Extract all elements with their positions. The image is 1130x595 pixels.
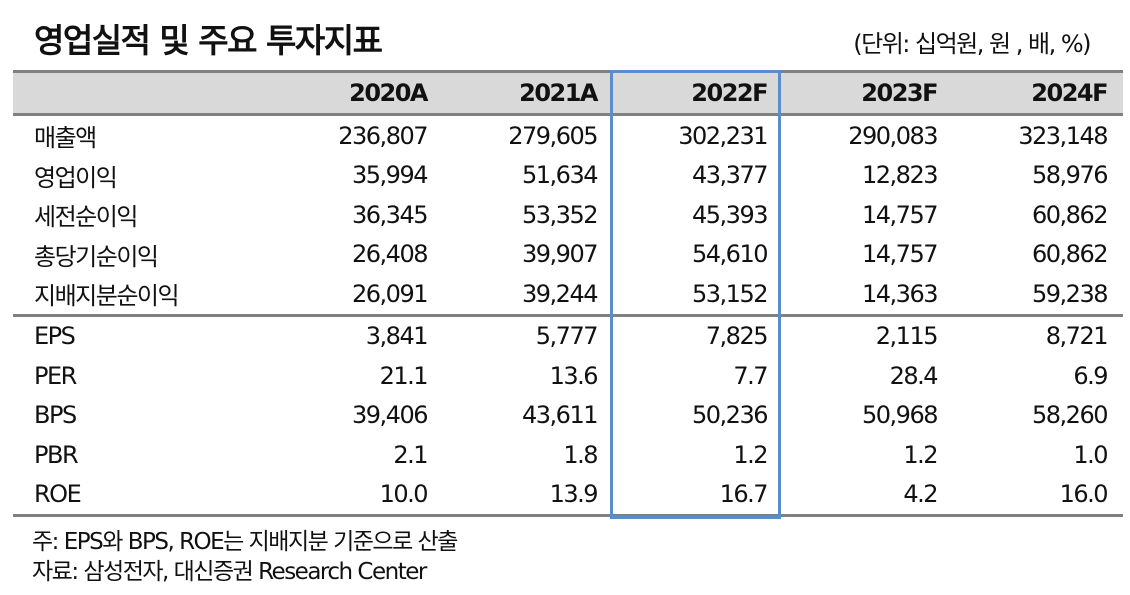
cell: 26,408 [352,240,428,269]
cell: 39,907 [522,240,598,269]
cell: 50,968 [862,401,938,430]
footnote-note: 주: EPS와 BPS, ROE는 지배지분 기준으로 산출 [32,529,458,555]
cell: 3,841 [273,313,443,356]
cell: 5,777 [443,313,613,356]
cell: 16.7 [613,474,783,517]
cell: 53,152 [692,279,768,308]
row-label: BPS [34,401,77,430]
cell: 1.0 [1073,440,1108,469]
cell: 35,994 [352,161,428,190]
cell: 51,634 [522,161,598,190]
cell: 13.6 [549,361,599,390]
column-header-2022F: 2022F [613,70,783,116]
cell: 14,757 [862,200,938,229]
cell: 12,823 [862,161,938,190]
table-row: PER 21.1 13.6 7.7 28.4 6.9 [13,356,1123,396]
cell: 28.4 [889,361,939,390]
row-label: 세전순이익 [34,203,138,232]
column-header-2020A: 2020A [273,70,443,116]
footnotes: 주: EPS와 BPS, ROE는 지배지분 기준으로 산출 자료: 삼성전자,… [32,527,458,587]
table-row: 세전순이익 36,345 53,352 45,393 14,757 60,862 [13,195,1123,235]
table-header-row: 2020A 2021A 2022F 2023F 2024F [13,70,1123,116]
cell: 10.0 [273,474,443,517]
row-label: PBR [34,440,79,469]
cell: 54,610 [692,240,768,269]
cell: 236,807 [338,121,428,150]
cell: 45,393 [692,200,768,229]
cell: 43,611 [522,401,598,430]
cell: 58,976 [1032,161,1108,190]
row-label: PER [34,361,77,390]
table-row: ROE 10.0 13.9 16.7 4.2 16.0 [13,474,1123,517]
row-label: ROE [13,474,273,517]
cell: 50,236 [692,401,768,430]
cell: 2.1 [393,440,428,469]
cell: 1.2 [733,440,768,469]
row-label: EPS [13,313,273,356]
table-row: 지배지분순이익 26,091 39,244 53,152 14,363 59,2… [13,274,1123,315]
cell: 60,862 [1032,200,1108,229]
cell: 53,352 [522,200,598,229]
row-label: 지배지분순이익 [34,282,180,311]
table-row: PBR 2.1 1.8 1.2 1.2 1.0 [13,435,1123,475]
table-row: BPS 39,406 43,611 50,236 50,968 58,260 [13,396,1123,436]
table-row: EPS 3,841 5,777 7,825 2,115 8,721 [13,313,1123,356]
cell: 26,091 [352,279,428,308]
row-label: 매출액 [34,124,97,153]
financial-table-container: 2020A 2021A 2022F 2023F 2024F 매출액 236,80… [13,70,1123,517]
cell: 58,260 [1032,401,1108,430]
cell: 14,363 [862,279,938,308]
cell: 60,862 [1032,240,1108,269]
cell: 16.0 [953,474,1123,517]
cell: 4.2 [783,474,953,517]
cell: 7.7 [733,361,768,390]
row-label: 영업이익 [34,163,118,192]
cell: 43,377 [692,161,768,190]
financial-table: 2020A 2021A 2022F 2023F 2024F 매출액 236,80… [13,70,1123,517]
unit-label: (단위: 십억원, 원 , 배, %) [853,30,1091,58]
cell: 39,244 [522,279,598,308]
column-header-2021A: 2021A [443,70,613,116]
cell: 302,231 [678,121,768,150]
cell: 6.9 [1073,361,1108,390]
table-row: 영업이익 35,994 51,634 43,377 12,823 58,976 [13,156,1123,196]
cell: 279,605 [508,121,598,150]
footnote-source: 자료: 삼성전자, 대신증권 Research Center [32,559,427,585]
table-row: 매출액 236,807 279,605 302,231 290,083 323,… [13,115,1123,156]
page-title: 영업실적 및 주요 투자지표 [34,21,383,60]
column-header-2024F: 2024F [953,70,1123,116]
column-header-label [13,70,273,116]
cell: 1.8 [563,440,598,469]
cell: 1.2 [903,440,938,469]
cell: 7,825 [613,313,783,356]
cell: 323,148 [1018,121,1108,150]
cell: 39,406 [352,401,428,430]
cell: 59,238 [1032,279,1108,308]
cell: 13.9 [443,474,613,517]
table-row: 총당기순이익 26,408 39,907 54,610 14,757 60,86… [13,235,1123,275]
cell: 290,083 [848,121,938,150]
cell: 14,757 [862,240,938,269]
cell: 36,345 [352,200,428,229]
cell: 8,721 [953,313,1123,356]
row-label: 총당기순이익 [34,242,159,271]
cell: 21.1 [379,361,429,390]
column-header-2023F: 2023F [783,70,953,116]
cell: 2,115 [783,313,953,356]
